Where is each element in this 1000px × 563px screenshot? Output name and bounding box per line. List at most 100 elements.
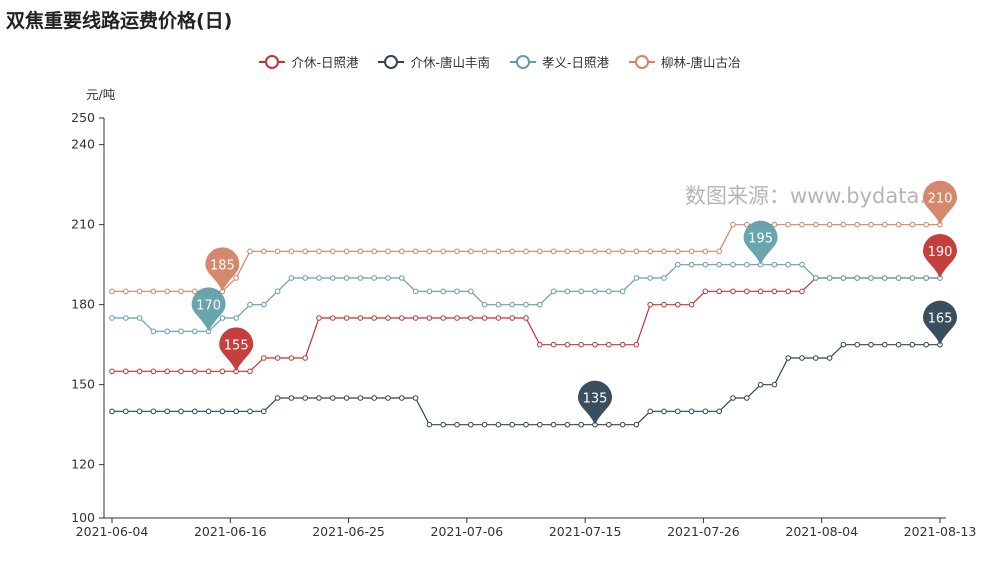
data-point xyxy=(633,248,640,255)
data-point xyxy=(481,301,488,308)
data-point xyxy=(316,248,322,255)
data-point xyxy=(716,261,723,268)
data-point xyxy=(675,261,681,268)
data-point xyxy=(123,315,129,321)
data-point xyxy=(412,315,419,321)
marker-pin xyxy=(923,300,957,345)
data-point xyxy=(813,221,819,228)
marker-value-label: 170 xyxy=(196,298,221,313)
data-point xyxy=(357,275,364,281)
data-point xyxy=(509,248,516,255)
data-point xyxy=(178,368,184,375)
data-point xyxy=(785,288,792,295)
data-point xyxy=(302,248,309,255)
data-point xyxy=(606,421,612,428)
data-point xyxy=(468,421,474,428)
data-point xyxy=(619,421,626,428)
data-point xyxy=(840,221,847,228)
data-point xyxy=(399,275,405,281)
data-point xyxy=(826,275,833,281)
legend-line-circle-icon xyxy=(259,54,286,69)
y-axis-unit-label: 元/吨 xyxy=(86,87,116,102)
data-point xyxy=(675,301,681,308)
data-point xyxy=(799,261,805,268)
marker-pin xyxy=(743,220,778,265)
data-point xyxy=(302,355,309,361)
data-point xyxy=(261,248,267,255)
marker-pin xyxy=(191,287,226,332)
data-point xyxy=(550,248,557,255)
data-point xyxy=(730,221,736,228)
data-point xyxy=(454,288,460,295)
legend-label: 介休-日照港 xyxy=(291,55,359,70)
marker-value-label: 155 xyxy=(224,338,249,353)
data-point xyxy=(247,248,253,255)
data-point xyxy=(164,408,170,415)
data-point xyxy=(523,301,529,308)
data-point xyxy=(813,275,819,281)
data-point xyxy=(909,275,916,281)
data-point xyxy=(702,288,709,295)
data-point xyxy=(537,301,543,308)
data-point xyxy=(261,355,267,361)
data-point xyxy=(633,275,640,281)
data-point xyxy=(702,408,709,415)
marker-value-label: 135 xyxy=(583,392,608,407)
data-point xyxy=(523,315,529,321)
data-point xyxy=(136,408,143,415)
marker-pin xyxy=(923,234,957,278)
data-point xyxy=(509,315,516,321)
y-tick-label: 240 xyxy=(71,137,95,152)
legend-item-series-1[interactable]: 介休-唐山丰南 xyxy=(378,52,490,71)
data-point xyxy=(219,408,226,415)
data-point xyxy=(316,275,322,281)
data-point xyxy=(205,368,212,375)
y-tick-label: 250 xyxy=(71,110,95,125)
marker-value-label: 185 xyxy=(210,258,235,273)
data-point xyxy=(274,248,281,255)
data-point xyxy=(385,395,391,401)
x-tick-label: 2021-07-06 xyxy=(431,524,504,539)
data-point xyxy=(744,221,750,228)
data-point xyxy=(592,288,598,295)
legend-item-series-3[interactable]: 柳林-唐山古冶 xyxy=(629,52,741,71)
data-point xyxy=(757,381,764,388)
legend-item-series-2[interactable]: 孝义-日照港 xyxy=(510,52,609,71)
data-point xyxy=(150,288,157,295)
data-point xyxy=(826,221,833,228)
data-point xyxy=(757,288,764,295)
data-point xyxy=(123,408,129,415)
data-point xyxy=(288,275,295,281)
data-point xyxy=(633,421,640,428)
data-point xyxy=(205,408,212,415)
data-point xyxy=(371,395,378,401)
data-point xyxy=(537,248,543,255)
data-point xyxy=(371,275,378,281)
data-point xyxy=(716,248,723,255)
data-point xyxy=(868,341,874,348)
data-point xyxy=(771,288,778,295)
data-point xyxy=(426,421,433,428)
data-point xyxy=(854,341,861,348)
data-point xyxy=(647,275,654,281)
data-point xyxy=(730,288,736,295)
data-point xyxy=(744,261,750,268)
data-point xyxy=(412,288,419,295)
data-point xyxy=(619,341,626,348)
data-point xyxy=(440,421,447,428)
data-point xyxy=(868,275,874,281)
data-point xyxy=(785,221,792,228)
legend-item-series-0[interactable]: 介休-日照港 xyxy=(259,52,358,71)
data-point xyxy=(399,395,405,401)
data-point xyxy=(454,248,460,255)
data-point xyxy=(771,381,778,388)
data-point xyxy=(123,368,129,375)
legend-label: 柳林-唐山古冶 xyxy=(661,55,741,70)
data-point xyxy=(178,328,184,335)
data-point xyxy=(537,421,543,428)
data-point xyxy=(675,248,681,255)
data-point xyxy=(481,248,488,255)
data-point xyxy=(454,315,460,321)
data-point xyxy=(385,248,391,255)
